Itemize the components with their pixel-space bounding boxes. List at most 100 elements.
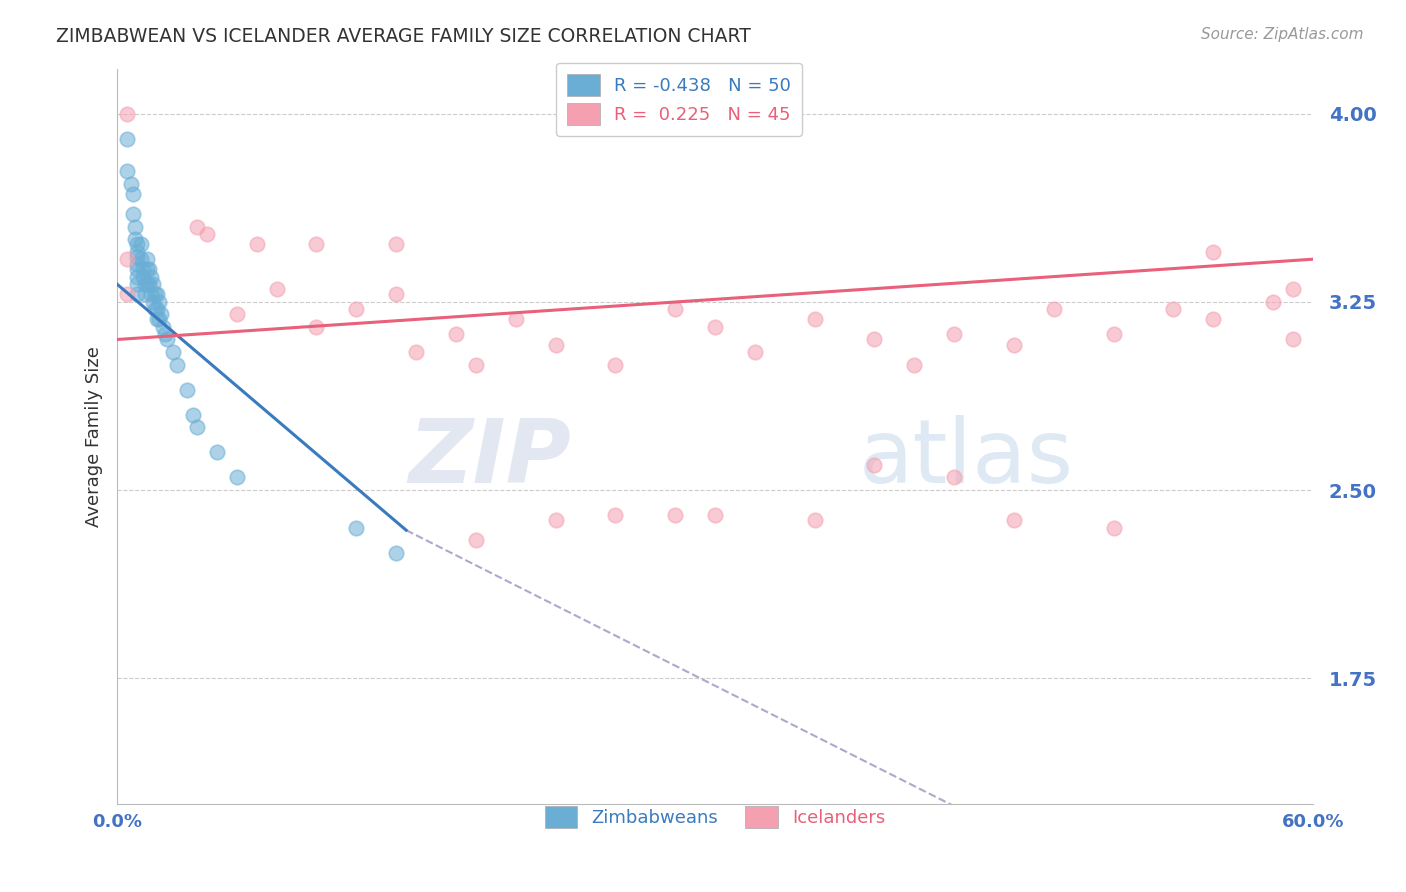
Point (464, 358, 486, 372)
Point (132, 262, 155, 277)
Text: ZIP: ZIP (409, 415, 571, 501)
Point (664, 302, 686, 317)
Point (146, 287, 169, 301)
Point (122, 186, 145, 201)
Point (186, 420, 208, 434)
Point (146, 302, 169, 317)
Point (1102, 521, 1125, 535)
Point (444, 327, 467, 342)
Point (305, 237, 328, 252)
Point (139, 287, 162, 301)
Point (544, 513, 567, 527)
Point (136, 277, 159, 292)
Point (863, 333, 886, 347)
Point (1042, 302, 1064, 317)
Point (605, 358, 627, 372)
Point (143, 302, 166, 317)
Point (195, 227, 218, 241)
Point (115, 287, 138, 301)
Point (1002, 513, 1025, 527)
Point (127, 257, 149, 271)
Point (127, 287, 149, 301)
Point (134, 277, 156, 292)
Point (344, 521, 367, 535)
Point (122, 207, 145, 221)
Text: Source: ZipAtlas.com: Source: ZipAtlas.com (1201, 27, 1364, 42)
Point (704, 508, 727, 522)
Point (115, 252, 138, 267)
Point (150, 307, 173, 321)
Point (544, 337, 567, 351)
Point (124, 219, 146, 234)
Point (129, 252, 152, 267)
Point (138, 277, 160, 292)
Point (863, 458, 886, 472)
Point (127, 262, 149, 277)
Point (405, 345, 427, 359)
Point (139, 269, 162, 284)
Point (166, 358, 188, 372)
Point (148, 312, 170, 326)
Point (186, 219, 208, 234)
Point (464, 533, 486, 548)
Point (136, 262, 159, 277)
Point (120, 177, 142, 191)
Point (153, 327, 176, 342)
Point (134, 287, 156, 301)
Point (385, 546, 408, 560)
Point (744, 345, 766, 359)
Point (803, 312, 825, 326)
Point (127, 277, 149, 292)
Point (664, 508, 686, 522)
Point (148, 294, 170, 309)
Point (138, 262, 160, 277)
Point (505, 312, 527, 326)
Point (1202, 312, 1225, 326)
Point (115, 132, 138, 146)
Point (181, 408, 204, 422)
Point (305, 320, 328, 334)
Point (266, 282, 288, 296)
Point (142, 277, 165, 292)
Point (803, 513, 825, 527)
Point (1202, 244, 1225, 259)
Point (903, 358, 925, 372)
Y-axis label: Average Family Size: Average Family Size (86, 345, 103, 526)
Point (205, 445, 228, 459)
Point (127, 237, 149, 252)
Point (605, 508, 627, 522)
Point (385, 237, 408, 252)
Point (127, 269, 149, 284)
Point (127, 250, 149, 264)
Point (1282, 333, 1305, 347)
Point (344, 302, 367, 317)
Point (225, 470, 247, 484)
Point (142, 294, 165, 309)
Point (143, 287, 166, 301)
Point (146, 312, 169, 326)
Point (943, 327, 966, 342)
Point (1102, 327, 1125, 342)
Point (127, 244, 149, 259)
Point (124, 232, 146, 246)
Point (132, 269, 155, 284)
Point (225, 307, 247, 321)
Legend: Zimbabweans, Icelanders: Zimbabweans, Icelanders (537, 798, 893, 835)
Point (156, 333, 179, 347)
Text: atlas: atlas (859, 415, 1074, 501)
Point (246, 237, 269, 252)
Text: ZIMBABWEAN VS ICELANDER AVERAGE FAMILY SIZE CORRELATION CHART: ZIMBABWEAN VS ICELANDER AVERAGE FAMILY S… (56, 27, 751, 45)
Point (152, 320, 174, 334)
Point (129, 237, 152, 252)
Point (385, 287, 408, 301)
Point (136, 252, 159, 267)
Point (704, 320, 727, 334)
Point (1163, 302, 1185, 317)
Point (1282, 282, 1305, 296)
Point (162, 345, 184, 359)
Point (1261, 294, 1284, 309)
Point (176, 383, 198, 397)
Point (115, 106, 138, 120)
Point (1002, 337, 1025, 351)
Point (115, 164, 138, 178)
